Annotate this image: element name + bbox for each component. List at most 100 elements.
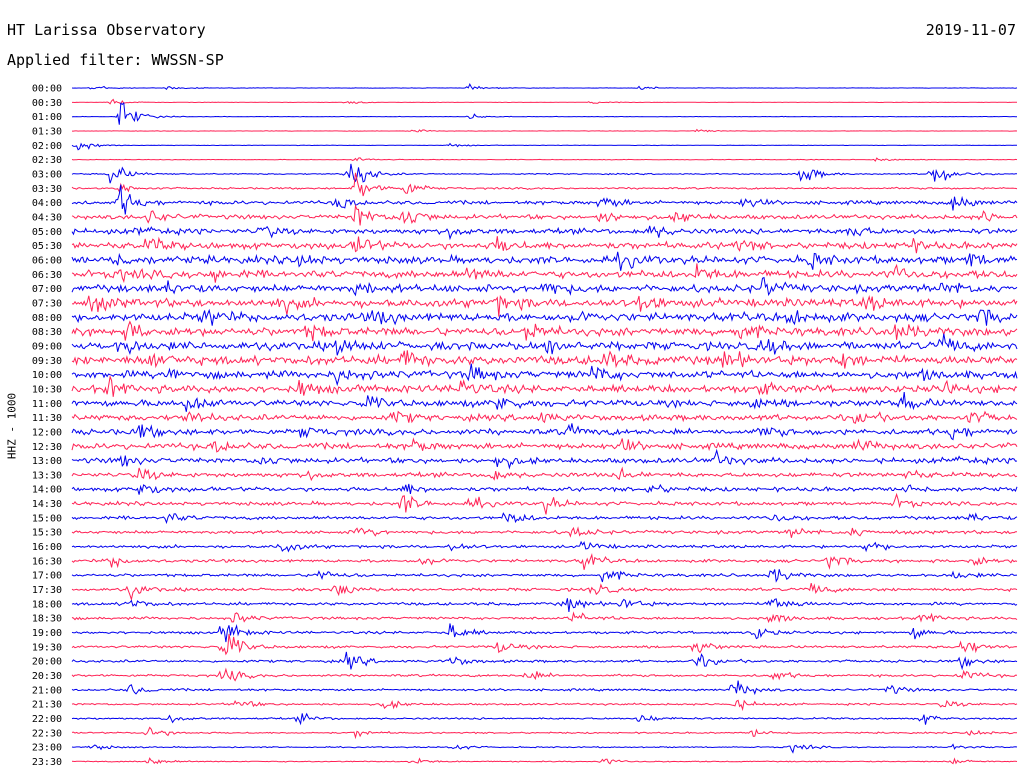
row-time-label: 02:00 xyxy=(32,141,62,152)
trace-line xyxy=(71,142,1018,151)
row-time-label: 20:00 xyxy=(32,657,62,668)
row-time-label: 00:00 xyxy=(32,84,62,95)
trace-line xyxy=(71,598,1018,612)
trace-line xyxy=(71,172,1018,197)
row-time-label: 13:00 xyxy=(32,456,62,467)
trace-line xyxy=(71,466,1018,482)
trace-line xyxy=(71,236,1018,254)
row-time-label: 12:30 xyxy=(32,442,62,453)
trace-line xyxy=(71,83,1018,91)
row-time-label: 13:30 xyxy=(32,470,62,481)
row-time-label: 23:00 xyxy=(32,743,62,754)
row-time-label: 19:30 xyxy=(32,642,62,653)
row-time-label: 03:00 xyxy=(32,169,62,180)
row-time-label: 04:00 xyxy=(32,198,62,209)
row-time-label: 06:30 xyxy=(32,270,62,281)
row-time-label: 21:00 xyxy=(32,685,62,696)
trace-line xyxy=(71,611,1018,624)
trace-line xyxy=(72,128,1018,133)
row-time-label: 20:30 xyxy=(32,671,62,682)
row-time-label: 07:00 xyxy=(32,284,62,295)
row-time-label: 15:30 xyxy=(32,528,62,539)
row-time-label: 14:00 xyxy=(32,485,62,496)
row-time-label: 03:30 xyxy=(32,184,62,195)
trace-line xyxy=(71,483,1018,495)
observatory-title: HT Larissa Observatory xyxy=(7,21,206,39)
trace-line xyxy=(71,308,1018,326)
trace-line xyxy=(71,569,1018,583)
row-time-label: 08:00 xyxy=(32,313,62,324)
trace-line xyxy=(71,350,1018,369)
row-time-label: 08:30 xyxy=(32,327,62,338)
trace-line xyxy=(71,410,1018,424)
trace-line xyxy=(72,98,1017,105)
trace-line xyxy=(71,526,1018,538)
trace-line xyxy=(71,553,1018,570)
trace-line xyxy=(71,712,1018,726)
trace-line xyxy=(71,726,1017,740)
row-time-label: 01:30 xyxy=(32,126,62,137)
row-time-label: 06:00 xyxy=(32,255,62,266)
trace-line xyxy=(71,448,1018,470)
trace-line xyxy=(71,623,1018,643)
trace-line xyxy=(71,225,1018,241)
row-time-label: 10:00 xyxy=(32,370,62,381)
row-time-label: 11:00 xyxy=(32,399,62,410)
trace-line xyxy=(71,680,1018,696)
row-time-label: 12:00 xyxy=(32,427,62,438)
trace-line xyxy=(71,294,1018,317)
trace-line xyxy=(71,184,1018,215)
trace-line xyxy=(71,423,1018,441)
row-time-label: 22:00 xyxy=(32,714,62,725)
trace-line xyxy=(71,743,1018,754)
trace-line xyxy=(71,333,1018,356)
row-time-label: 18:00 xyxy=(32,599,62,610)
row-time-label: 23:30 xyxy=(32,757,62,768)
row-time-label: 07:30 xyxy=(32,298,62,309)
row-time-label: 05:00 xyxy=(32,227,62,238)
trace-line xyxy=(71,276,1018,297)
trace-line xyxy=(71,633,1018,656)
row-time-label: 09:00 xyxy=(32,341,62,352)
row-time-label: 15:00 xyxy=(32,513,62,524)
filter-label: Applied filter: WWSSN-SP xyxy=(7,51,224,69)
trace-line xyxy=(71,699,1018,712)
row-time-label: 10:30 xyxy=(32,384,62,395)
trace-line xyxy=(71,757,1018,765)
trace-line xyxy=(71,374,1018,397)
row-time-label: 14:30 xyxy=(32,499,62,510)
row-time-label: 02:30 xyxy=(32,155,62,166)
row-time-label: 04:30 xyxy=(32,212,62,223)
trace-line xyxy=(71,437,1018,453)
trace-line xyxy=(71,512,1018,525)
trace-line xyxy=(71,540,1018,553)
row-time-label: 01:00 xyxy=(32,112,62,123)
trace-line xyxy=(71,651,1018,671)
row-time-label: 16:00 xyxy=(32,542,62,553)
trace-line xyxy=(71,320,1018,342)
row-time-label: 16:30 xyxy=(32,556,62,567)
row-time-label: 17:30 xyxy=(32,585,62,596)
row-time-label: 18:30 xyxy=(32,614,62,625)
row-time-label: 05:30 xyxy=(32,241,62,252)
trace-line xyxy=(71,667,1018,682)
trace-line xyxy=(71,163,1018,184)
row-time-label: 22:30 xyxy=(32,728,62,739)
trace-line xyxy=(71,204,1018,226)
trace-line xyxy=(71,392,1018,412)
trace-line xyxy=(71,582,1018,602)
row-time-label: 21:30 xyxy=(32,700,62,711)
row-time-label: 19:00 xyxy=(32,628,62,639)
row-time-label: 11:30 xyxy=(32,413,62,424)
trace-line xyxy=(71,157,1018,162)
trace-line xyxy=(71,492,1018,515)
date-label: 2019-11-07 xyxy=(925,21,1016,39)
trace-line xyxy=(71,251,1018,271)
trace-line xyxy=(71,263,1018,284)
row-time-label: 00:30 xyxy=(32,98,62,109)
trace-line xyxy=(71,102,1017,125)
row-time-label: 09:30 xyxy=(32,356,62,367)
trace-line xyxy=(71,363,1018,387)
row-time-label: 17:00 xyxy=(32,571,62,582)
